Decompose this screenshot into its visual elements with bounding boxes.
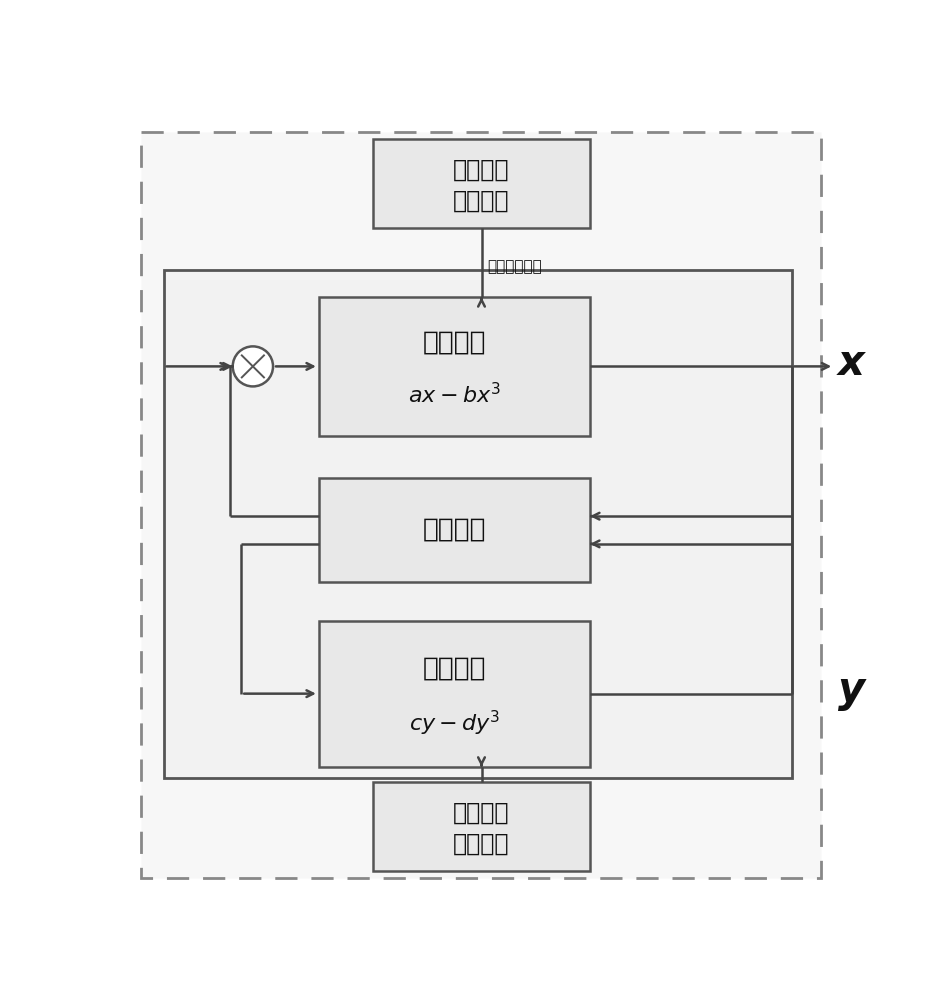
Text: y: y <box>838 669 865 711</box>
Text: 控制系统: 控制系统 <box>423 656 486 682</box>
Text: $ax-bx^3$: $ax-bx^3$ <box>408 382 501 407</box>
Bar <box>373 782 590 871</box>
Text: 受控系统: 受控系统 <box>453 158 509 182</box>
Text: 最优参数: 最优参数 <box>453 832 509 856</box>
Text: 耦合双稳系统: 耦合双稳系统 <box>488 259 542 274</box>
Bar <box>319 297 590 436</box>
Text: 控制系统: 控制系统 <box>453 801 509 825</box>
Text: 耦合作用: 耦合作用 <box>423 517 486 543</box>
Circle shape <box>233 346 273 386</box>
Text: $cy-dy^3$: $cy-dy^3$ <box>409 708 500 738</box>
Text: x: x <box>838 342 865 384</box>
Bar <box>319 620 590 767</box>
Bar <box>373 139 590 228</box>
Bar <box>164 270 792 778</box>
Text: 最优参数: 最优参数 <box>453 189 509 213</box>
Text: 受控系统: 受控系统 <box>423 330 486 356</box>
Bar <box>319 478 590 582</box>
